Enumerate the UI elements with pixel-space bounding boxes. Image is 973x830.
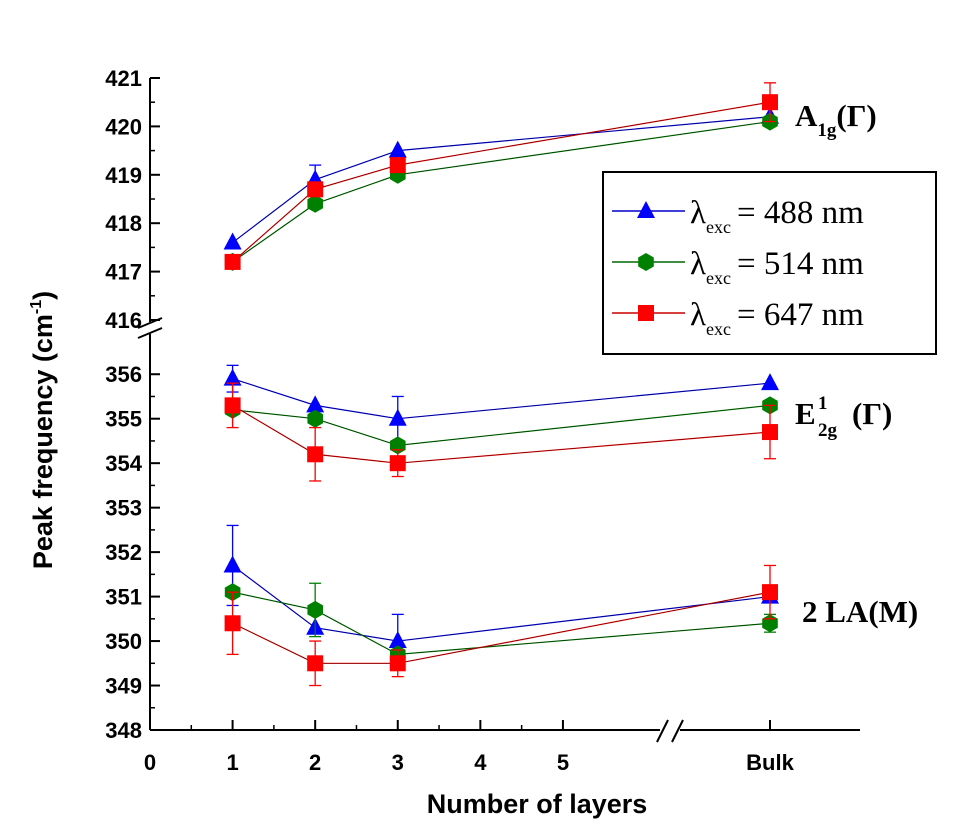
x-tick-label: 0 [144, 750, 156, 775]
annotation-a1g: A1g(Γ) [795, 98, 877, 141]
x-axis-label: Number of layers [427, 789, 648, 819]
y-tick-label: 421 [105, 66, 142, 91]
data-point-triangle [223, 232, 242, 250]
series-layer [223, 82, 779, 687]
x-tick-label: 2 [309, 750, 321, 775]
y-tick-label: 420 [105, 114, 142, 139]
data-point-triangle [223, 368, 242, 386]
legend: λexc = 488 nm λexc = 514 nm λexc = 647 nm [602, 171, 937, 355]
y-axis-label-sup: -1 [28, 300, 45, 314]
y-tick-label: 418 [105, 211, 142, 236]
legend-items [612, 201, 685, 321]
y-tick-label: 356 [105, 362, 142, 387]
x-tick-label: 4 [474, 750, 487, 775]
legend-label-3: λexc = 647 nm [690, 297, 864, 339]
y-tick-label: 416 [105, 308, 142, 333]
data-point-triangle [388, 631, 407, 649]
annotation-e2g: E 1 2g (Γ) [795, 393, 892, 441]
x-tick-label: 1 [226, 750, 238, 775]
y-tick-label: 353 [105, 496, 142, 521]
y-tick-label: 354 [105, 451, 142, 476]
y-tick-label: 351 [105, 585, 142, 610]
data-point-triangle [388, 140, 407, 158]
svg-text:2g: 2g [818, 420, 838, 441]
y-tick-label: 350 [105, 629, 142, 654]
x-break-mark [656, 719, 669, 743]
svg-text:(Γ): (Γ) [852, 396, 892, 431]
data-point-square [389, 157, 406, 174]
legend-marker-triangle [637, 201, 655, 218]
series-line-E2g-dark [232, 405, 771, 446]
data-point-triangle [223, 555, 242, 573]
data-point-square [224, 397, 241, 414]
x-tick-label: 3 [392, 750, 404, 775]
y-axis-label: Peak frequency (cm-1) [28, 291, 58, 569]
y-tick-label: 352 [105, 540, 142, 565]
y-tick-label: 419 [105, 163, 142, 188]
y-axis-label-close: ) [28, 291, 58, 300]
svg-text:E: E [795, 396, 816, 431]
legend-box [602, 171, 937, 355]
data-point-triangle [388, 408, 407, 426]
y-tick-label: 417 [105, 260, 142, 285]
data-point-square [762, 94, 778, 111]
legend-label-2: λexc = 514 nm [690, 246, 864, 288]
data-point-square [389, 455, 406, 472]
data-point-square [224, 253, 241, 270]
svg-text:1: 1 [818, 393, 828, 414]
axis-ticks: 4164174184194204213483493503513523533543… [105, 66, 794, 775]
data-point-square [307, 181, 324, 198]
legend-label-1: λexc = 488 nm [690, 195, 864, 237]
series-line-E2g-dark [232, 405, 771, 464]
y-tick-label: 348 [105, 718, 142, 743]
data-point-hexagon [307, 600, 323, 619]
data-point-square [307, 655, 324, 672]
x-tick-label: Bulk [746, 750, 794, 775]
y-break-mark [137, 327, 163, 339]
data-point-triangle [761, 373, 779, 391]
y-tick-label: 349 [105, 674, 142, 699]
series-line-A1g-dark [232, 121, 771, 263]
data-point-square [762, 424, 778, 441]
y-tick-label: 355 [105, 407, 142, 432]
series-line-A1g-dark [232, 101, 771, 263]
series-3 [224, 82, 778, 687]
data-point-square [762, 584, 778, 601]
series-line-2LA-dark [232, 591, 771, 655]
series-line-2LA-dark [232, 565, 771, 642]
data-point-triangle [306, 395, 325, 413]
data-point-square [307, 446, 324, 463]
legend-marker-square [638, 305, 654, 321]
data-point-square [224, 615, 241, 632]
x-break-mark [671, 719, 684, 743]
data-point-hexagon [307, 409, 323, 428]
y-axis-label-main: Peak frequency (cm [28, 314, 58, 569]
legend-marker-hexagon [638, 253, 654, 271]
annotation-2la: 2 LA(M) [802, 594, 918, 629]
series-line-E2g-dark [232, 378, 771, 420]
data-point-square [389, 655, 406, 672]
series-line-2LA-dark [232, 591, 771, 664]
data-point-hexagon [307, 194, 323, 213]
x-tick-label: 5 [557, 750, 569, 775]
svg-text:Peak frequency (cm-1): Peak frequency (cm-1) [28, 291, 58, 569]
